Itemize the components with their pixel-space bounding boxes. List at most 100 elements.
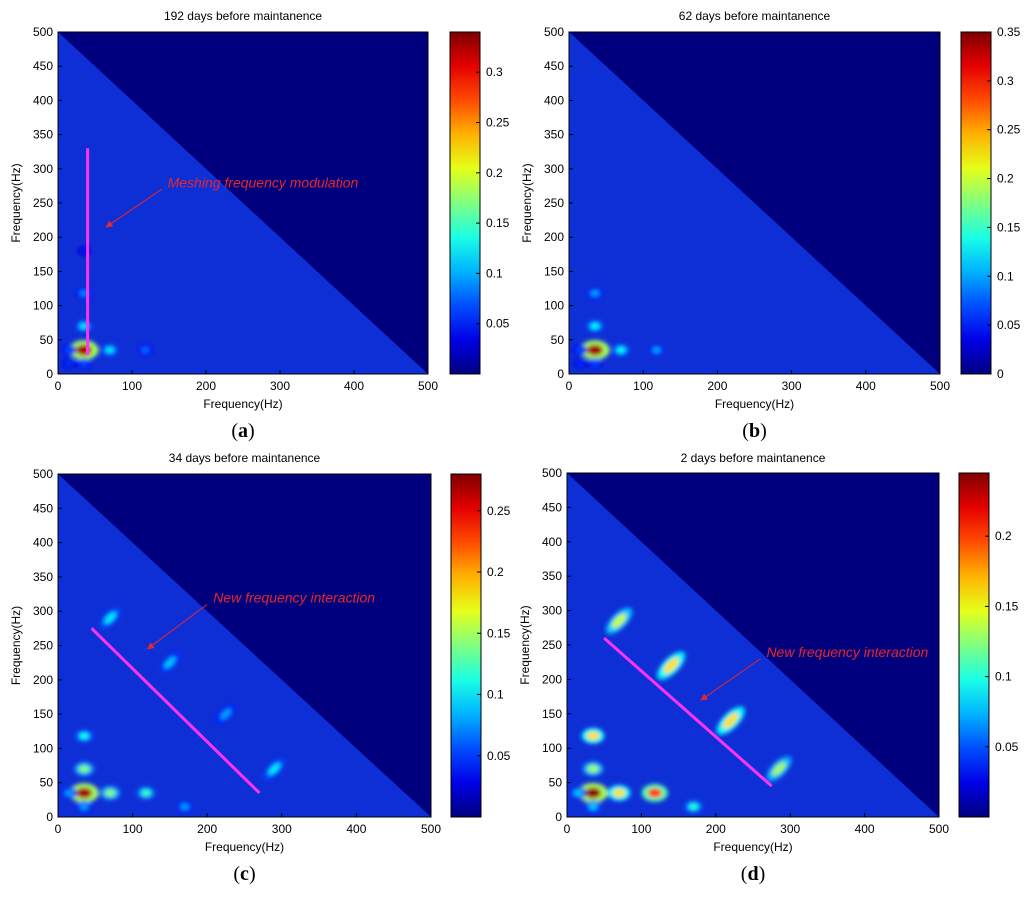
y-tick-label: 200: [542, 672, 562, 686]
y-tick-label: 350: [33, 128, 53, 142]
x-axis-label: Frequency(Hz): [205, 840, 284, 854]
y-tick-label: 300: [544, 162, 564, 176]
panel-letter: (b): [742, 420, 766, 442]
colorbar-tick-label: 0.05: [486, 317, 510, 331]
panel-d: 0 100 200 300 400 500 0 50 100 150 200 250 300 350 400…: [518, 451, 1019, 885]
peak-6: [79, 803, 89, 810]
y-tick-label: 400: [544, 93, 564, 107]
peak-5: [576, 347, 584, 353]
panel-letter: (a): [231, 420, 254, 442]
chart-title: 34 days before maintanence: [169, 451, 321, 465]
peak-1: [587, 764, 599, 773]
colorbar-tick-label: 0.1: [487, 688, 504, 702]
peak-4: [652, 346, 661, 354]
annotation-marker-line: [603, 636, 773, 788]
colorbar-tick-label: 0.2: [995, 529, 1012, 543]
colorbar-tick-label: 0.15: [486, 216, 510, 230]
panel-letter: (c): [233, 863, 255, 885]
chart-title: 2 days before maintanence: [681, 451, 826, 465]
colorbar-tick-label: 0.25: [486, 116, 510, 130]
peak-9: [220, 708, 232, 720]
y-tick-label: 350: [33, 570, 53, 584]
peak-4: [140, 789, 152, 797]
x-tick-label: 300: [272, 822, 292, 836]
x-axis-label: Frequency(Hz): [203, 397, 282, 411]
x-tick-label: 500: [421, 822, 441, 836]
peak-6: [80, 360, 88, 367]
colorbar-tick-label: 0.1: [995, 670, 1012, 684]
y-tick-label: 400: [542, 535, 562, 549]
panel-b: 0 100 200 300 400 500 0 50 100 150 200 250 300 350 400…: [520, 9, 1021, 442]
y-tick-label: 50: [40, 776, 54, 790]
y-axis-label: Frequency(Hz): [520, 163, 534, 242]
peak-3: [105, 346, 115, 354]
peak-2: [590, 290, 600, 297]
peak-3: [612, 788, 626, 798]
x-tick-label: 200: [197, 822, 217, 836]
peak-0: [76, 787, 93, 799]
colorbar-tick-label: 0.25: [487, 504, 511, 518]
y-axis-label: Frequency(Hz): [9, 163, 23, 242]
y-tick-label: 250: [542, 638, 562, 652]
y-tick-label: 400: [33, 93, 53, 107]
y-tick-label: 50: [551, 333, 565, 347]
peak-7: [104, 612, 117, 624]
y-tick-label: 250: [33, 639, 53, 653]
y-tick-label: 100: [33, 299, 53, 313]
peak-7: [65, 360, 73, 367]
x-tick-label: 400: [346, 822, 366, 836]
colorbar-tick-label: 0.05: [997, 318, 1021, 332]
peak-4: [647, 788, 663, 798]
y-tick-label: 200: [33, 230, 53, 244]
colorbar: [958, 472, 990, 818]
y-tick-label: 150: [33, 707, 53, 721]
colorbar-tick-label: 0.2: [487, 565, 504, 579]
colorbar-tick-label: 0.1: [486, 266, 503, 280]
x-tick-label: 100: [633, 379, 653, 393]
peak-11: [180, 803, 190, 810]
y-tick-label: 350: [544, 128, 564, 142]
colorbar-tick-label: 0.35: [997, 25, 1021, 39]
x-tick-label: 300: [270, 379, 290, 393]
y-tick-label: 450: [33, 501, 53, 515]
y-tick-label: 100: [544, 299, 564, 313]
y-axis-label: Frequency(Hz): [518, 605, 532, 684]
colorbar-tick-label: 0.15: [997, 220, 1021, 234]
peak-9: [722, 712, 739, 729]
x-tick-label: 200: [707, 379, 727, 393]
y-tick-label: 50: [40, 333, 54, 347]
colorbar: [449, 31, 481, 375]
x-tick-label: 400: [856, 379, 876, 393]
peak-10: [772, 761, 787, 776]
y-tick-label: 0: [555, 810, 562, 824]
y-tick-label: 150: [544, 264, 564, 278]
annotation-arrow: [700, 658, 761, 701]
y-tick-label: 250: [544, 196, 564, 210]
y-axis-label: Frequency(Hz): [9, 606, 23, 685]
y-tick-label: 450: [544, 59, 564, 73]
y-tick-label: 200: [33, 673, 53, 687]
x-tick-label: 300: [782, 379, 802, 393]
x-tick-label: 400: [344, 379, 364, 393]
peak-6: [591, 360, 599, 367]
colorbar-tick-label: 0: [997, 367, 1004, 381]
y-tick-label: 100: [542, 741, 562, 755]
peak-1: [590, 322, 600, 330]
colorbar: [960, 31, 992, 375]
y-tick-label: 300: [33, 162, 53, 176]
peak-3: [104, 789, 116, 797]
peak-1: [78, 765, 90, 773]
peak-0: [75, 344, 92, 356]
peak-2: [586, 731, 600, 741]
y-tick-label: 450: [542, 500, 562, 514]
x-axis-label: Frequency(Hz): [715, 397, 794, 411]
x-tick-label: 500: [929, 822, 949, 836]
annotation-arrow: [146, 603, 208, 650]
annotation-marker-line: [90, 627, 261, 795]
y-tick-label: 500: [33, 467, 53, 481]
peaks: [573, 287, 665, 369]
peak-0: [586, 344, 604, 356]
colorbar-tick-label: 0.05: [995, 740, 1019, 754]
colorbar-tick-label: 0.15: [995, 599, 1019, 613]
